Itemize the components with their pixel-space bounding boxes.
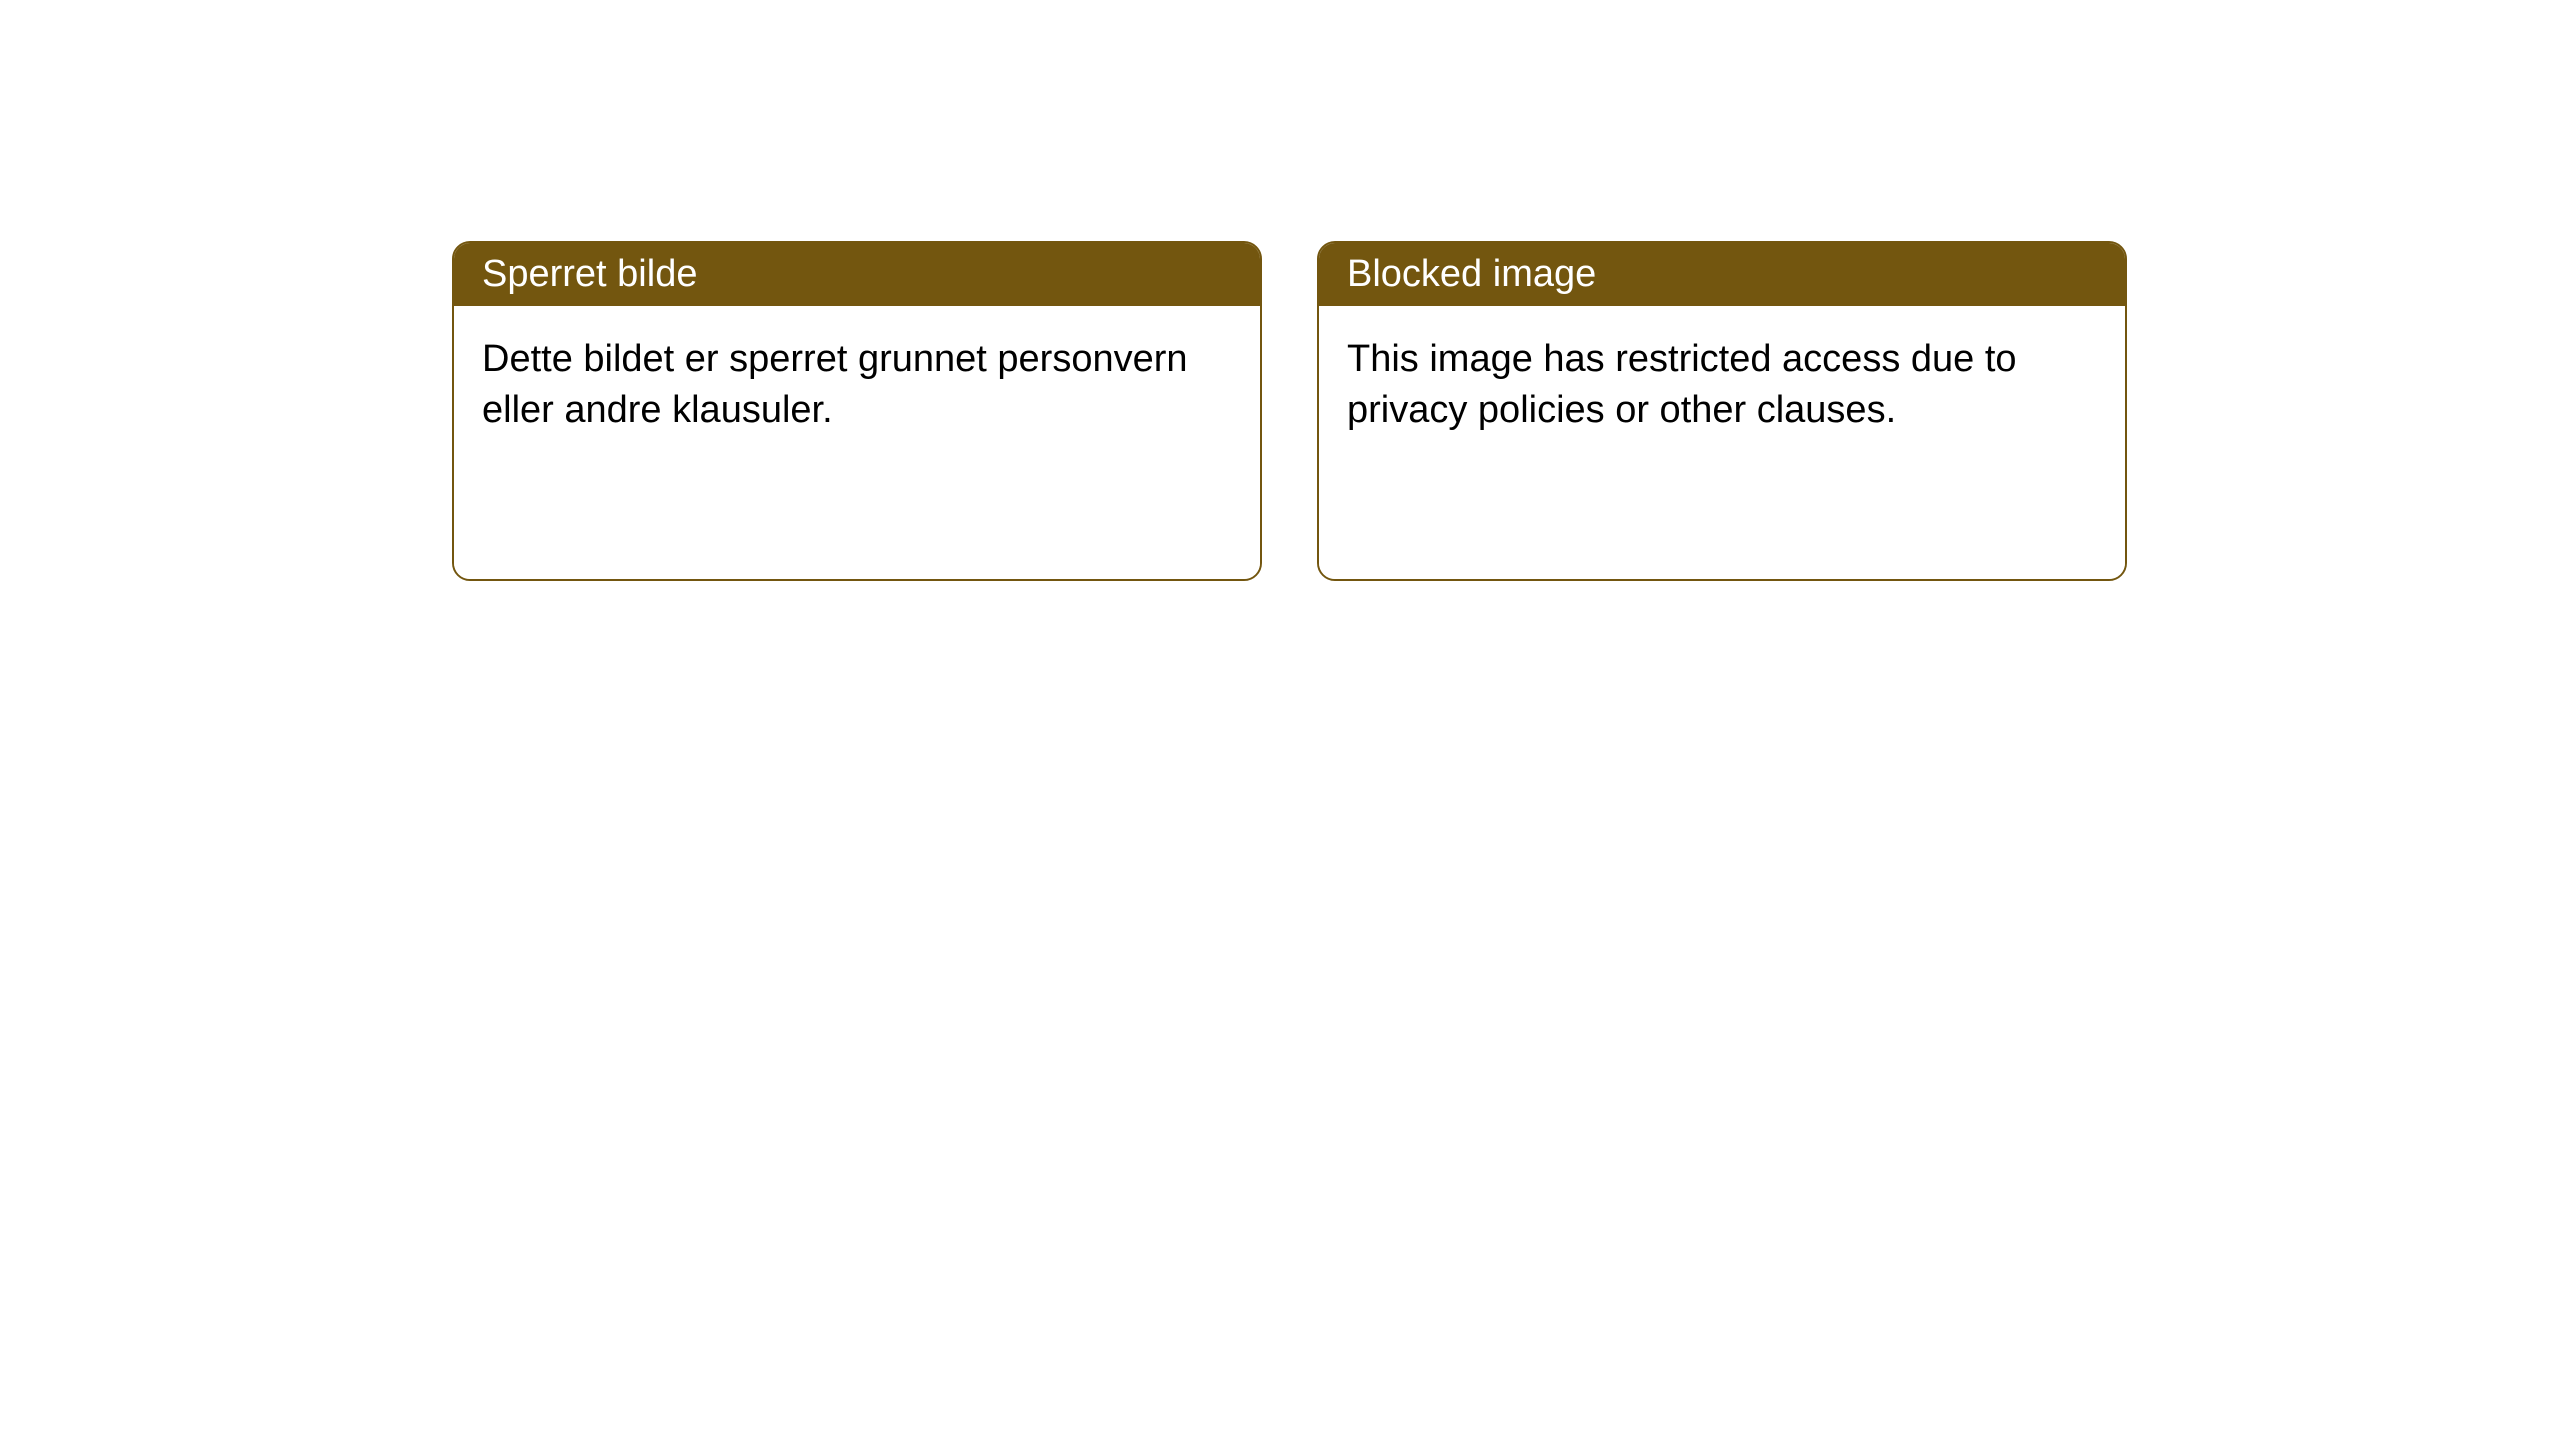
card-message-en: This image has restricted access due to … <box>1347 338 2017 431</box>
card-header-no: Sperret bilde <box>454 243 1260 306</box>
card-body-en: This image has restricted access due to … <box>1319 306 2125 579</box>
card-header-en: Blocked image <box>1319 243 2125 306</box>
blocked-image-card-no: Sperret bilde Dette bildet er sperret gr… <box>452 241 1262 581</box>
cards-container: Sperret bilde Dette bildet er sperret gr… <box>452 241 2127 581</box>
blocked-image-card-en: Blocked image This image has restricted … <box>1317 241 2127 581</box>
card-body-no: Dette bildet er sperret grunnet personve… <box>454 306 1260 579</box>
card-message-no: Dette bildet er sperret grunnet personve… <box>482 338 1188 431</box>
card-title-no: Sperret bilde <box>482 253 697 295</box>
card-title-en: Blocked image <box>1347 253 1596 295</box>
